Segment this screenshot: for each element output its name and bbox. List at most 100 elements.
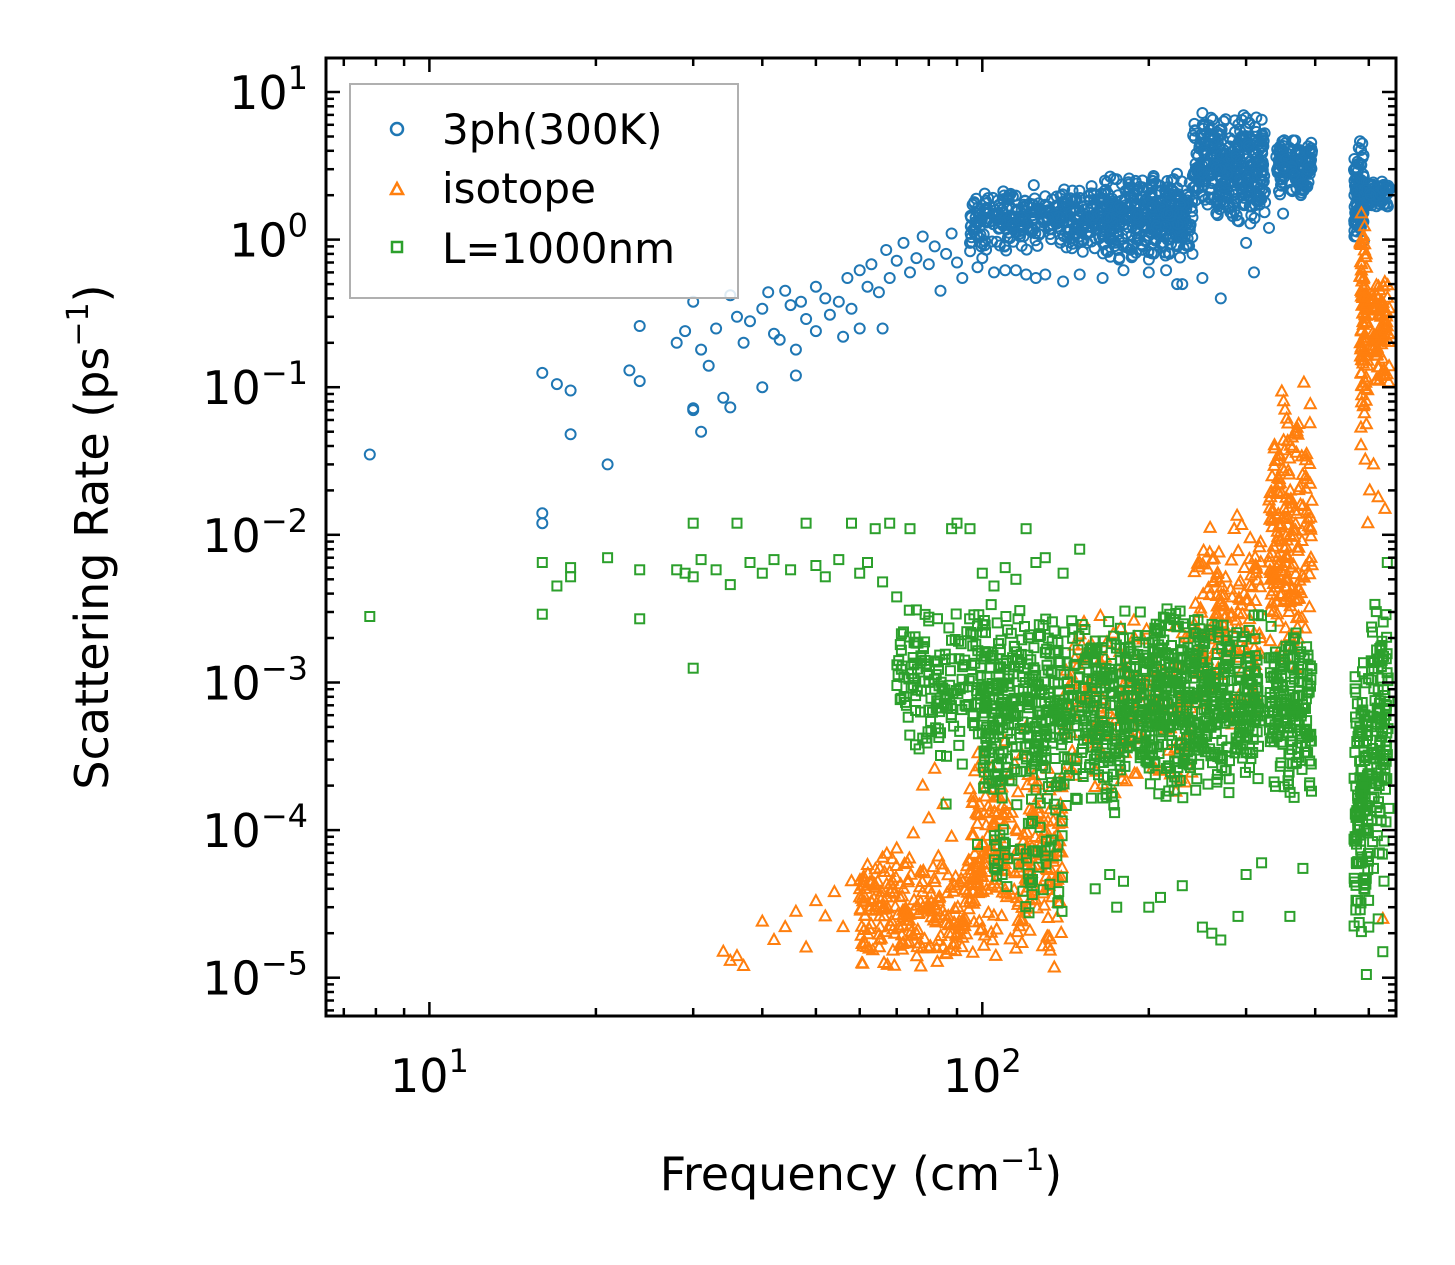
point-isotope (1357, 310, 1373, 324)
point-isotope (1278, 620, 1293, 634)
point-isotope (941, 908, 956, 922)
point-isotope (1357, 242, 1372, 256)
point-isotope (1295, 466, 1310, 480)
point-l1000nm (1079, 727, 1091, 739)
point-isotope (988, 947, 1003, 961)
point-3ph (1159, 220, 1172, 233)
point-3ph (969, 221, 982, 234)
point-3ph (1348, 214, 1361, 227)
point-isotope (1380, 289, 1395, 303)
point-3ph (1205, 129, 1218, 142)
point-3ph (1066, 184, 1079, 197)
point-isotope (1263, 633, 1278, 647)
point-3ph (904, 266, 916, 279)
point-l1000nm (1170, 608, 1182, 619)
point-l1000nm (1082, 702, 1094, 714)
point-3ph (972, 201, 985, 214)
point-l1000nm (1062, 691, 1074, 703)
point-3ph (1116, 232, 1129, 245)
point-isotope (868, 877, 883, 891)
point-l1000nm (1041, 643, 1053, 655)
point-l1000nm (895, 692, 907, 704)
point-isotope (853, 901, 868, 915)
point-l1000nm (1132, 629, 1144, 641)
point-isotope (1270, 549, 1285, 563)
point-isotope (972, 807, 987, 821)
point-3ph (1240, 236, 1253, 249)
point-3ph (823, 308, 836, 321)
point-l1000nm (1089, 635, 1101, 647)
point-3ph (897, 236, 910, 249)
point-isotope (1376, 298, 1391, 312)
point-isotope (926, 897, 941, 911)
point-l1000nm (923, 611, 935, 623)
point-l1000nm (1106, 686, 1117, 698)
point-l1000nm (1252, 773, 1264, 785)
point-isotope (1275, 460, 1290, 474)
point-isotope (1303, 396, 1318, 410)
point-isotope (1296, 374, 1312, 388)
point-l1000nm (946, 634, 957, 646)
point-3ph (789, 343, 802, 356)
point-l1000nm (1037, 620, 1049, 631)
point-isotope (889, 840, 904, 854)
point-3ph (1259, 196, 1272, 209)
point-isotope (860, 856, 875, 870)
point-isotope (1354, 256, 1369, 270)
point-l1000nm (1064, 684, 1076, 696)
point-isotope (1264, 468, 1280, 482)
point-isotope (930, 901, 945, 915)
point-isotope (1012, 863, 1027, 877)
point-l1000nm (1086, 676, 1098, 688)
point-isotope (970, 815, 985, 829)
point-3ph (536, 366, 549, 379)
point-l1000nm (1002, 680, 1014, 692)
point-isotope (972, 884, 988, 898)
point-3ph (1171, 217, 1184, 230)
point-isotope (1358, 392, 1374, 406)
point-l1000nm (1046, 635, 1058, 647)
point-isotope (934, 856, 950, 870)
point-3ph (536, 517, 549, 530)
point-l1000nm (971, 685, 983, 697)
point-l1000nm (1114, 622, 1126, 634)
point-l1000nm (965, 628, 977, 640)
point-3ph (1283, 141, 1296, 154)
point-isotope (1289, 610, 1304, 624)
point-3ph (1211, 209, 1224, 222)
point-3ph (1263, 221, 1275, 234)
point-l1000nm (1040, 707, 1052, 718)
point-l1000nm (1020, 741, 1032, 753)
point-l1000nm (1017, 683, 1029, 695)
point-l1000nm (1099, 752, 1111, 763)
point-3ph (1305, 136, 1318, 149)
point-l1000nm (1150, 618, 1162, 630)
point-l1000nm (895, 644, 907, 656)
point-isotope (1224, 552, 1239, 566)
point-isotope (1015, 911, 1030, 925)
point-l1000nm (1080, 715, 1092, 727)
point-isotope (1211, 544, 1227, 558)
point-l1000nm (979, 646, 991, 658)
point-3ph (876, 322, 889, 335)
point-3ph (1214, 163, 1227, 176)
point-l1000nm (985, 599, 997, 611)
point-isotope (1271, 613, 1286, 627)
point-isotope (886, 885, 902, 899)
point-isotope (965, 794, 980, 808)
point-isotope (923, 938, 938, 952)
point-3ph (1035, 204, 1048, 217)
point-isotope (1298, 620, 1313, 634)
point-3ph (601, 458, 614, 471)
point-isotope (1362, 482, 1377, 496)
point-isotope (1298, 448, 1313, 462)
point-isotope (1365, 290, 1381, 304)
point-l1000nm (1007, 701, 1019, 713)
point-l1000nm (1041, 793, 1053, 805)
point-isotope (1237, 559, 1252, 573)
point-3ph (971, 227, 984, 240)
point-3ph (633, 320, 646, 332)
point-isotope (1233, 573, 1248, 587)
point-isotope (1357, 405, 1372, 419)
point-3ph (1126, 187, 1139, 200)
